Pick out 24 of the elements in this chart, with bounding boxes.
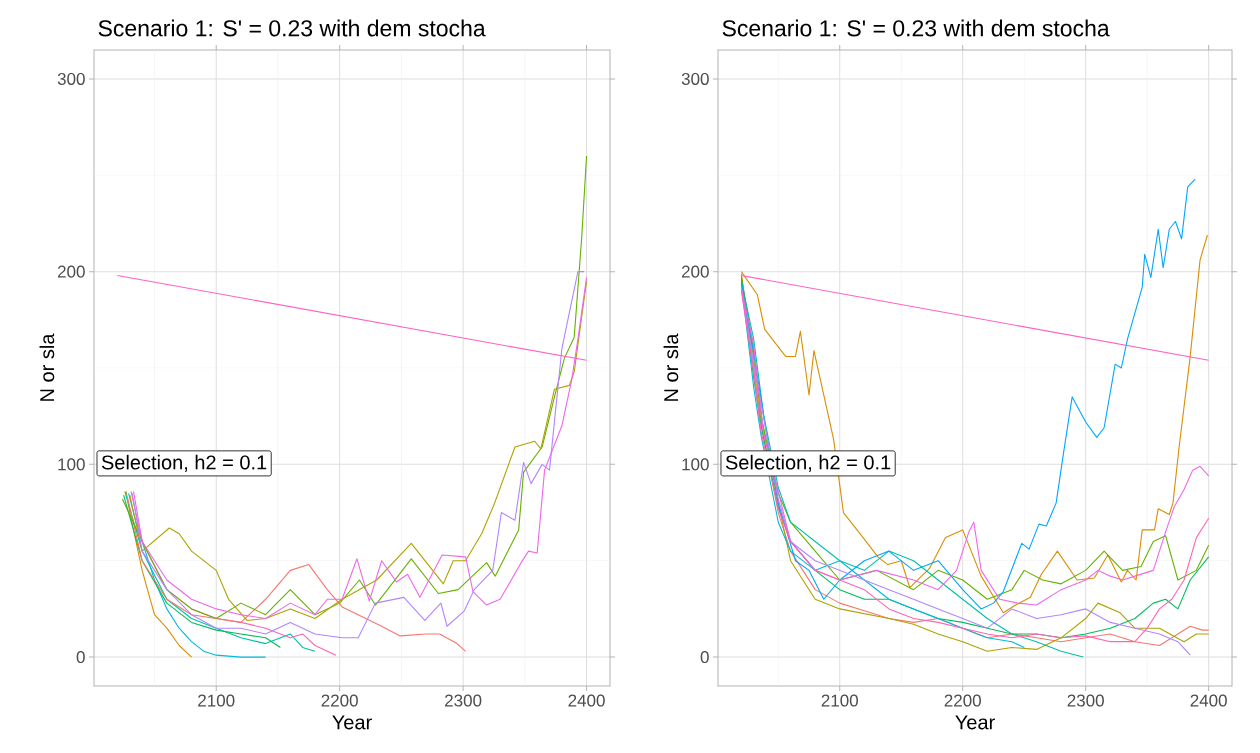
chart-title: Scenario 1: S' = 0.23 with dem stocha [722,19,1110,37]
x-tick-label: 2200 [321,694,358,707]
chart-title: Scenario 1: S' = 0.23 with dem stocha [98,19,486,37]
y-tick-label: 0 [76,651,85,664]
y-tick-label: 100 [682,458,709,471]
y-tick-label: 300 [57,72,85,85]
annotation: Selection, h2 = 0.1 [725,454,891,472]
x-tick-label: 2400 [568,694,605,707]
y-tick-label: 300 [681,72,709,85]
y-axis-title: N or sla [663,333,679,401]
y-tick-label: 200 [57,265,85,278]
y-tick-label: 200 [681,265,709,278]
annotation: Selection, h2 = 0.1 [101,454,267,472]
x-tick-label: 2300 [445,694,482,707]
x-tick-label: 2400 [1190,694,1227,707]
x-tick-label: 2200 [944,694,981,707]
x-tick-label: 2300 [1067,694,1104,707]
y-tick-label: 0 [700,651,709,664]
x-axis-title: Year [955,715,995,730]
y-tick-label: 100 [58,458,85,471]
y-axis-title: N or sla [39,333,55,401]
x-tick-label: 2100 [198,694,235,707]
x-axis-title: Year [332,715,372,730]
x-tick-label: 2100 [821,694,858,707]
